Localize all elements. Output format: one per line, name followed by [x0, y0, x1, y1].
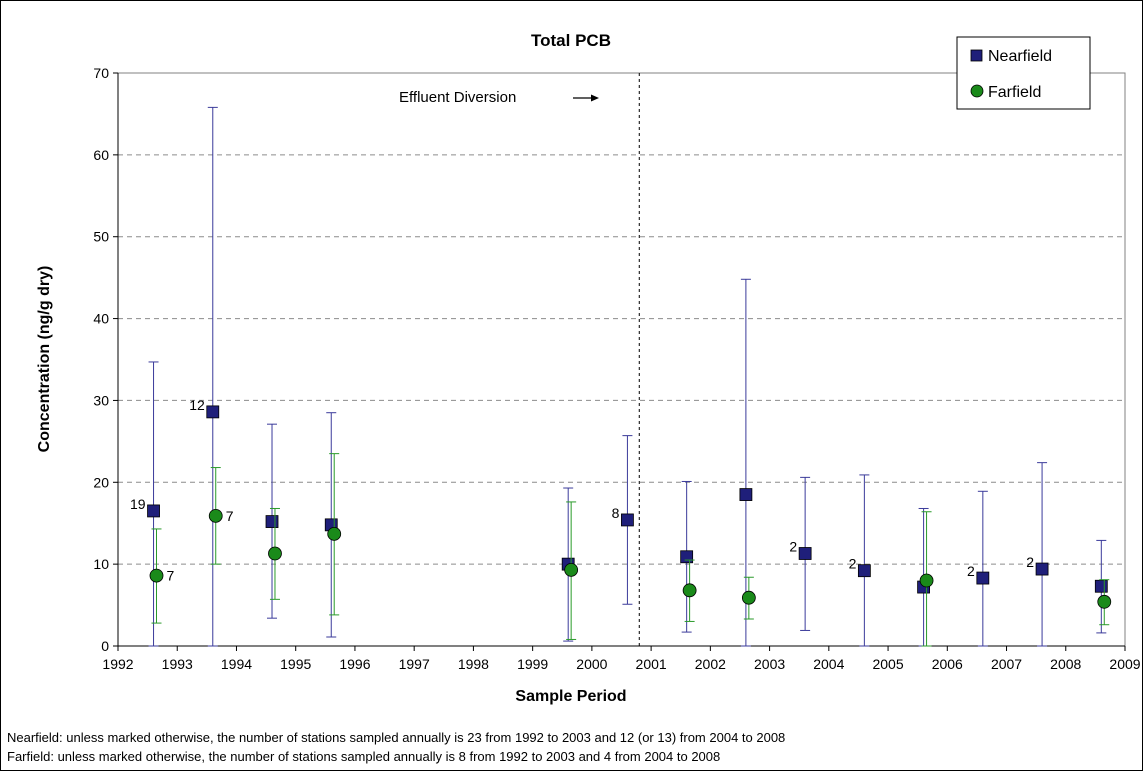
footnote-farfield: Farfield: unless marked otherwise, the n… [7, 749, 721, 764]
x-tick-label: 2009 [1109, 656, 1140, 672]
x-tick-label: 2006 [932, 656, 963, 672]
data-point [919, 573, 934, 588]
x-tick-label: 1995 [280, 656, 311, 672]
data-point [265, 515, 279, 528]
data-label: 2 [849, 556, 857, 572]
y-tick-label: 10 [93, 556, 109, 572]
data-point [147, 504, 160, 518]
legend-farfield-label: Farfield [988, 84, 1041, 101]
legend-nearfield-label: Nearfield [988, 48, 1052, 65]
data-point [268, 546, 282, 561]
x-axis-label: Sample Period [515, 688, 626, 705]
data-label: 2 [789, 539, 797, 555]
y-axis-label: Concentration (ng/g dry) [36, 266, 53, 453]
chart-title: Total PCB [531, 31, 611, 50]
legend-nearfield-marker [970, 49, 983, 62]
x-tick-label: 1998 [458, 656, 489, 672]
x-tick-label: 1992 [102, 656, 133, 672]
data-label: 19 [130, 496, 146, 512]
effluent-diversion-arrow [573, 94, 599, 102]
y-tick-label: 0 [101, 638, 109, 654]
data-label: 8 [612, 505, 620, 521]
x-axis: 1992 1993 1994 1995 1996 1997 1998 1999 2000 2001… [102, 645, 1141, 672]
y-tick-label: 70 [93, 65, 109, 81]
data-point [1097, 594, 1112, 609]
data-point [739, 488, 753, 501]
data-point [327, 526, 342, 541]
y-tick-label: 40 [93, 311, 109, 327]
y-axis: 0 10 20 30 40 50 60 70 [93, 65, 119, 654]
x-tick-label: 1996 [339, 656, 370, 672]
y-tick-label: 50 [93, 229, 109, 245]
data-point [149, 568, 164, 583]
plot-area [117, 72, 1126, 647]
x-tick-label: 1993 [162, 656, 193, 672]
x-tick-label: 2001 [636, 656, 667, 672]
x-tick-label: 2005 [872, 656, 903, 672]
data-point [741, 590, 756, 605]
data-point [208, 508, 223, 523]
y-tick-label: 20 [93, 474, 109, 490]
gridlines [118, 154, 1125, 565]
x-tick-label: 2002 [695, 656, 726, 672]
legend: Nearfield Farfield [956, 36, 1091, 110]
data-point [976, 571, 990, 585]
data-label: 7 [167, 568, 175, 584]
legend-farfield-marker [970, 84, 984, 98]
x-tick-label: 1994 [221, 656, 252, 672]
y-tick-label: 30 [93, 392, 109, 408]
x-tick-label: 2008 [1050, 656, 1081, 672]
data-point [1035, 562, 1049, 576]
data-label: 2 [967, 563, 975, 579]
data-point [206, 405, 220, 419]
y-tick-label: 60 [93, 147, 109, 163]
x-tick-label: 1999 [517, 656, 548, 672]
data-label: 2 [1026, 554, 1034, 570]
x-tick-label: 1997 [399, 656, 430, 672]
data-label: 12 [189, 397, 205, 413]
x-tick-label: 2000 [576, 656, 607, 672]
series-farfield: 77 [149, 453, 1112, 647]
data-label: 7 [226, 508, 234, 524]
x-tick-label: 2007 [991, 656, 1022, 672]
effluent-diversion-label: Effluent Diversion [399, 89, 516, 106]
data-point [680, 550, 694, 564]
series-nearfield: 19 12 8 2 2 2 2 [130, 106, 1108, 647]
data-point [564, 562, 579, 577]
x-tick-label: 2003 [754, 656, 785, 672]
data-point [621, 513, 634, 527]
data-point [1094, 579, 1108, 593]
x-tick-label: 2004 [813, 656, 844, 672]
data-point [682, 583, 697, 598]
data-point [798, 547, 812, 560]
footnote-nearfield: Nearfield: unless marked otherwise, the … [7, 730, 786, 745]
data-point [857, 564, 871, 578]
